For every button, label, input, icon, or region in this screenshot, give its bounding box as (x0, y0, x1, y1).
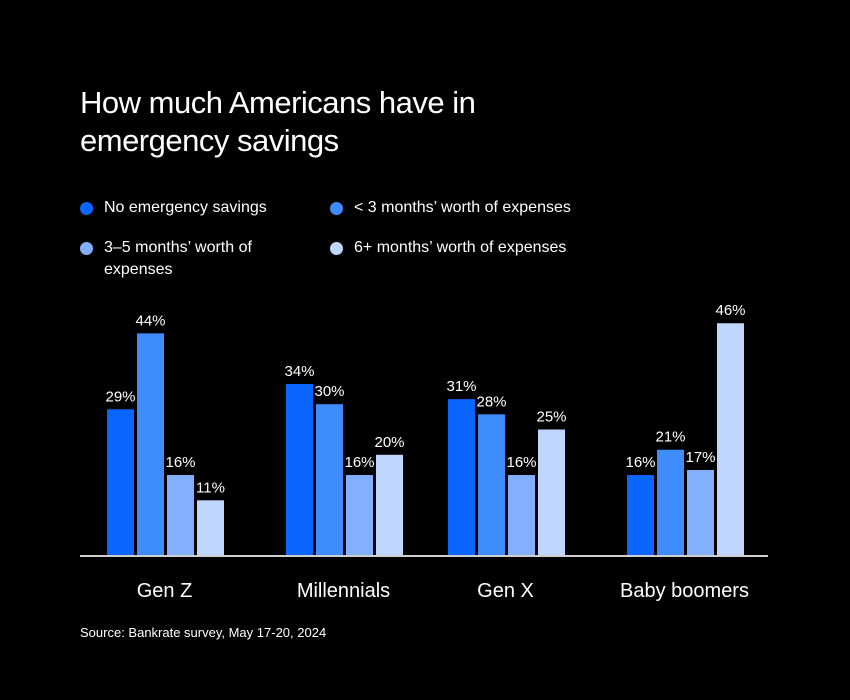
category-labels-group: Gen Z Millennials Gen X Baby boomers (137, 580, 749, 602)
value-label-gen-x-series-2: 28% (476, 393, 506, 410)
legend-label: 6+ months’ worth of expenses (354, 239, 567, 256)
value-label-gen-x-series-4: 25% (536, 409, 566, 426)
bar-millennials-series-3 (346, 475, 373, 556)
legend-item-3-5-months: 3–5 months’ worth of expenses (80, 237, 295, 281)
bar-gen-x-series-3 (508, 475, 535, 556)
legend-dot-icon (330, 242, 343, 255)
category-label-gen-z: Gen Z (137, 580, 193, 602)
value-label-baby-boomers-series-1: 16% (625, 454, 655, 471)
value-label-millennials-series-3: 16% (344, 454, 374, 471)
value-labels-group: 29%44%16%11%34%30%16%20%31%28%16%25%16%2… (105, 302, 745, 496)
value-label-baby-boomers-series-4: 46% (715, 302, 745, 319)
bar-baby-boomers-series-3 (687, 469, 714, 556)
bar-gen-x-series-2 (478, 414, 505, 556)
category-label-millennials: Millennials (297, 580, 390, 602)
value-label-millennials-series-4: 20% (374, 434, 404, 451)
legend-dot-icon (80, 202, 93, 215)
bar-baby-boomers-series-2 (657, 449, 684, 556)
bar-millennials-series-2 (316, 404, 343, 556)
legend-dot-icon (80, 242, 93, 255)
value-label-millennials-series-1: 34% (284, 363, 314, 380)
bars-group (107, 323, 744, 556)
value-label-baby-boomers-series-2: 21% (655, 429, 685, 446)
legend-label: No emergency savings (104, 199, 267, 216)
value-label-gen-z-series-1: 29% (105, 388, 135, 405)
source-note: Source: Bankrate survey, May 17-20, 2024 (80, 625, 327, 640)
bar-gen-z-series-1 (107, 409, 134, 556)
category-label-gen-x: Gen X (477, 580, 534, 602)
legend-label: 3–5 months’ worth of expenses (104, 239, 252, 278)
legend-item-under-3-months: < 3 months’ worth of expenses (330, 197, 571, 219)
bar-millennials-series-1 (286, 383, 313, 556)
bar-gen-z-series-4 (197, 500, 224, 556)
bar-gen-x-series-4 (538, 429, 565, 556)
bar-millennials-series-4 (376, 454, 403, 556)
bar-gen-z-series-3 (167, 475, 194, 556)
value-label-gen-z-series-2: 44% (135, 312, 165, 329)
value-label-gen-z-series-3: 16% (165, 454, 195, 471)
value-label-gen-z-series-4: 11% (196, 479, 225, 496)
value-label-gen-x-series-1: 31% (446, 378, 476, 395)
chart-title: How much Americans have in emergency sav… (80, 85, 476, 158)
bar-gen-z-series-2 (137, 333, 164, 556)
bar-baby-boomers-series-1 (627, 475, 654, 556)
legend-item-6-plus-months: 6+ months’ worth of expenses (330, 237, 566, 259)
value-label-gen-x-series-3: 16% (506, 454, 536, 471)
value-label-baby-boomers-series-3: 17% (685, 449, 715, 466)
category-label-baby-boomers: Baby boomers (620, 580, 749, 602)
bar-baby-boomers-series-4 (717, 323, 744, 556)
bar-gen-x-series-1 (448, 399, 475, 556)
legend-label: < 3 months’ worth of expenses (354, 199, 571, 216)
legend-dot-icon (330, 202, 343, 215)
value-label-millennials-series-2: 30% (314, 383, 344, 400)
legend-item-no-savings: No emergency savings (80, 197, 267, 219)
